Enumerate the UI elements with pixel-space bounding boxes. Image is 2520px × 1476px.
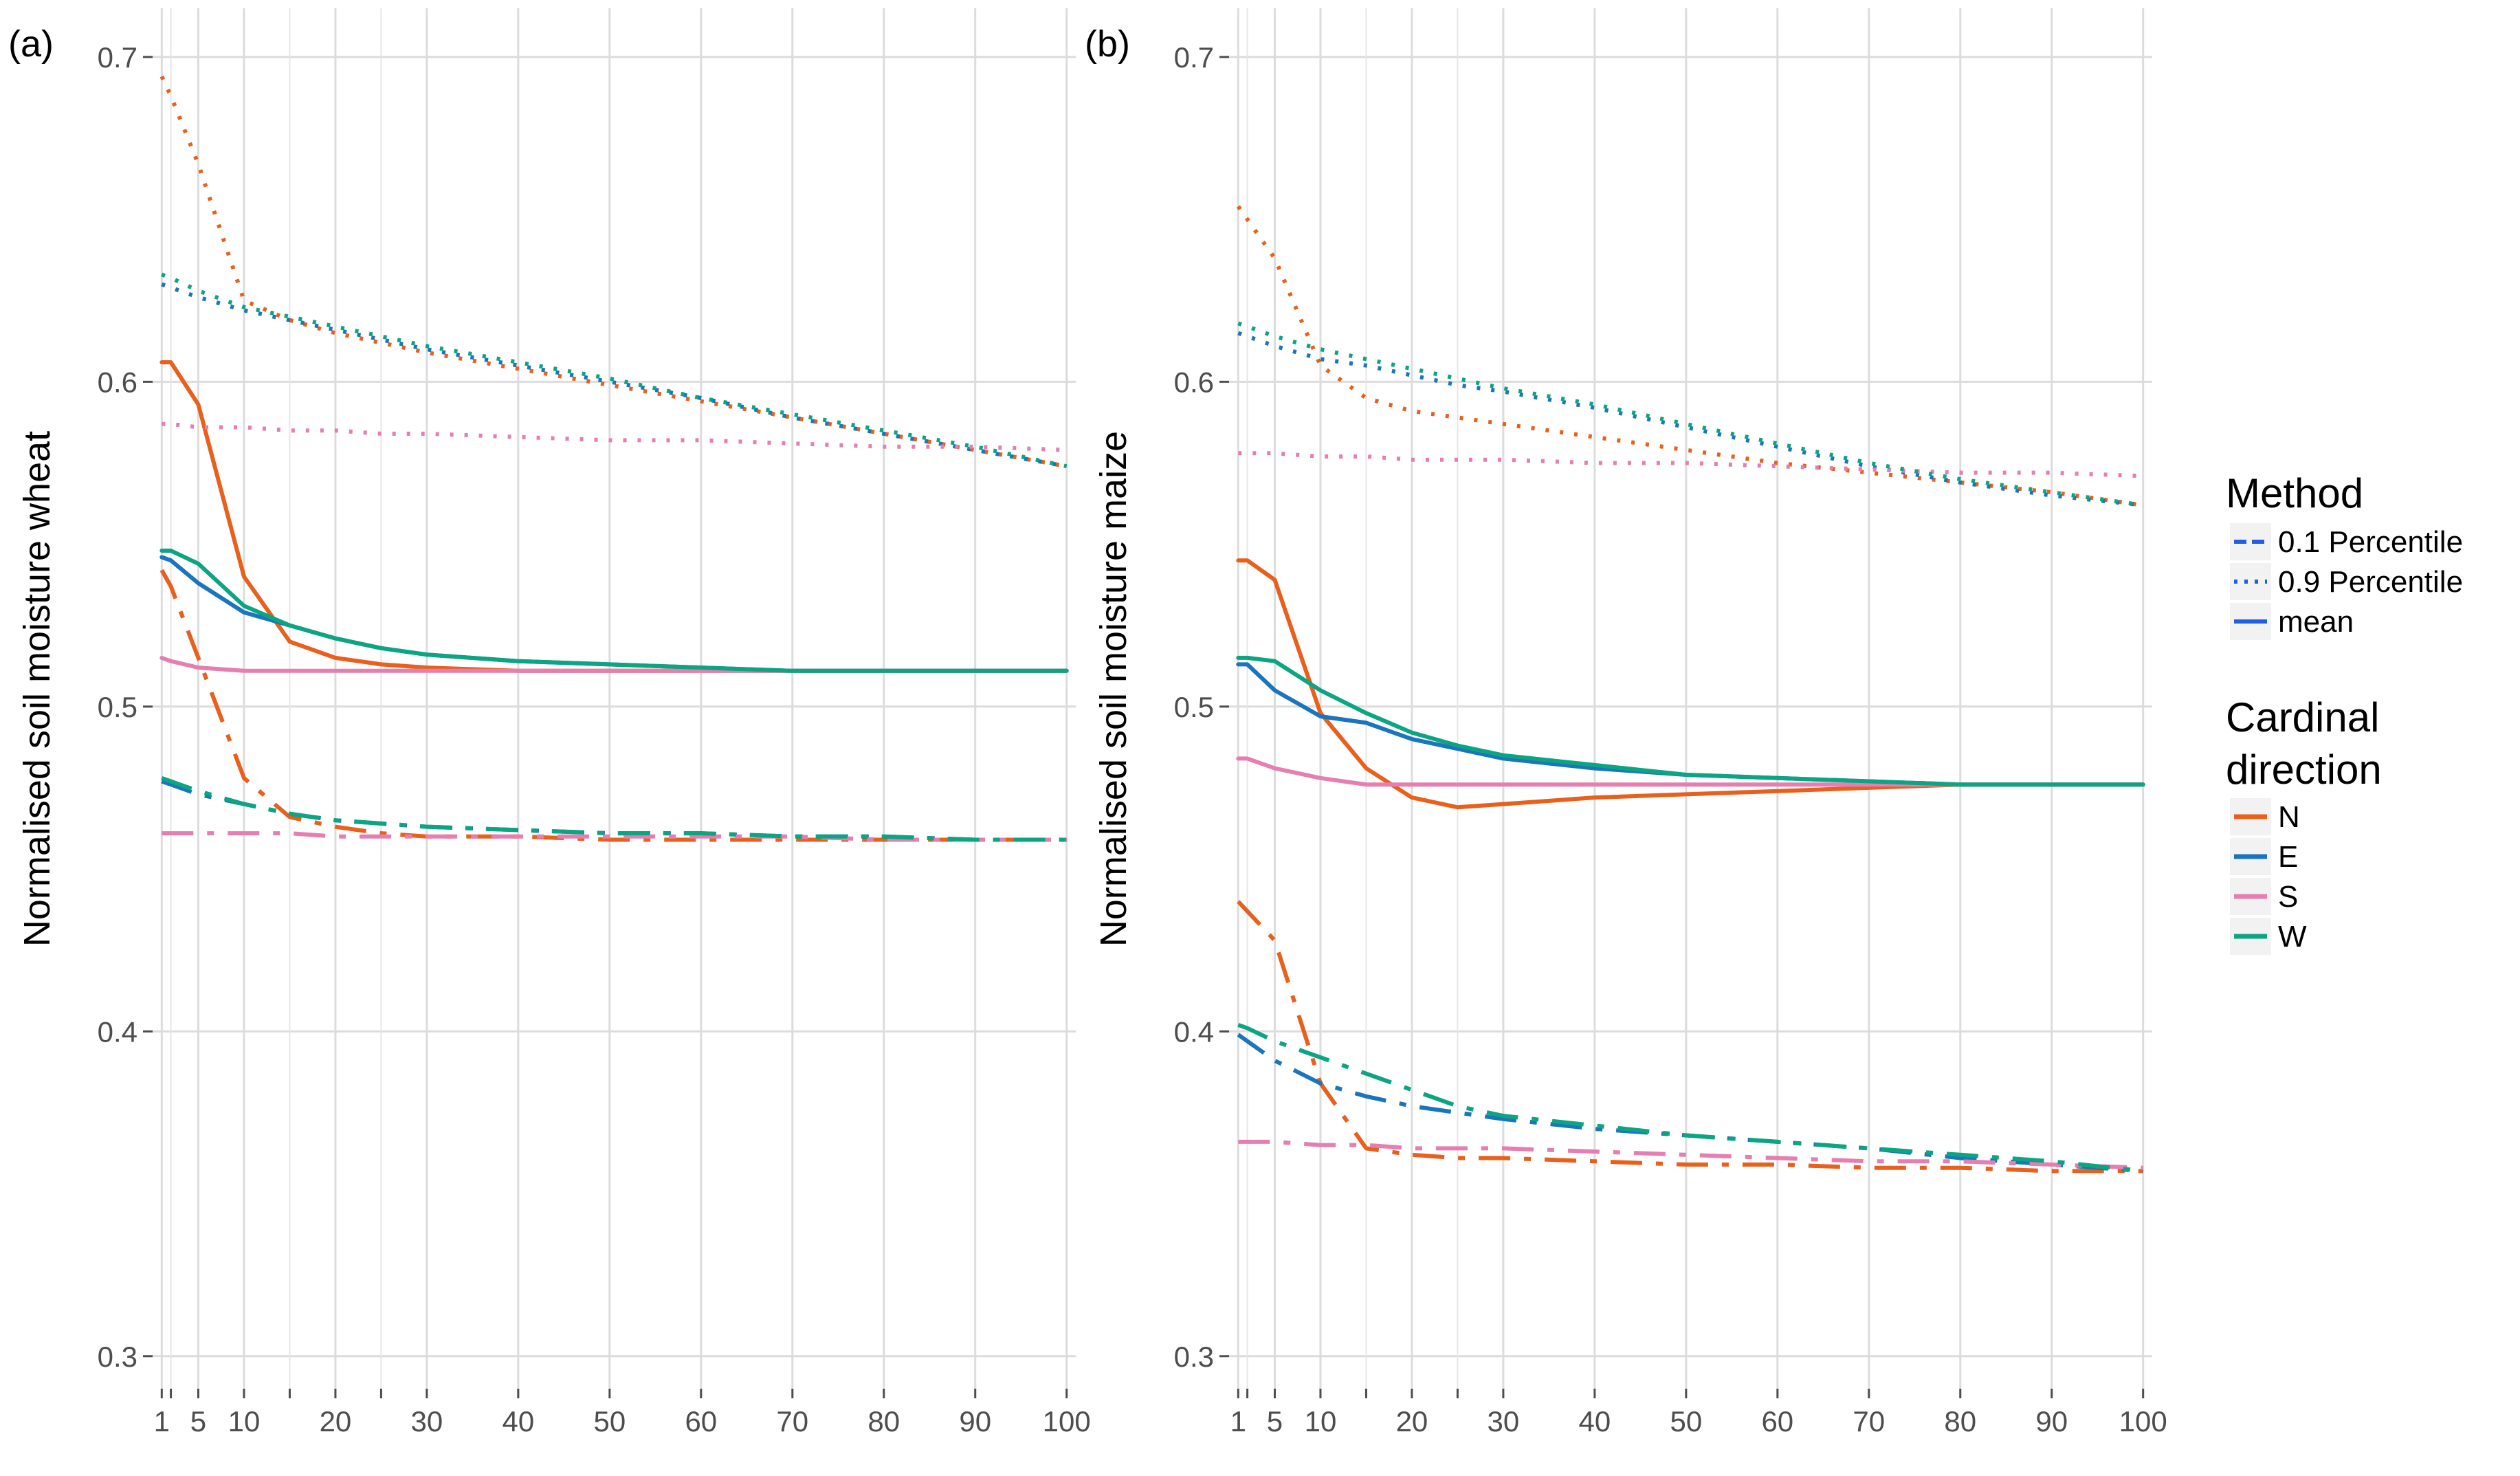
y-tick-label: 0.7: [1174, 41, 1214, 74]
x-tick-label: 80: [867, 1405, 900, 1438]
series-line-e-0-1-percentile: [161, 779, 1067, 842]
panel-b-series: [1236, 205, 2145, 1174]
legend-direction-label: S: [2278, 880, 2298, 914]
series-line-w-0-1-percentile: [1237, 1022, 2144, 1174]
y-tick-label: 0.4: [1174, 1015, 1214, 1048]
x-tick-label: 40: [1579, 1405, 1611, 1438]
x-tick-label: 20: [320, 1405, 352, 1438]
series-line-n-mean: [1236, 558, 2145, 810]
y-tick-label: 0.5: [1174, 691, 1214, 723]
x-tick-label: 80: [1944, 1405, 1976, 1438]
x-tick-label: 1: [1230, 1405, 1246, 1438]
panel-b-axes: 0.3 0.4 0.5 0.6 0.7 1 5 10 20 30 40 50 60 70 80 90 100: [1174, 41, 2167, 1438]
x-tick-label: 40: [502, 1405, 535, 1438]
legend-method-label: 0.1 Percentile: [2278, 525, 2463, 559]
panel-b: 0.3 0.4 0.5 0.6 0.7 1 5 10 20 30 40 50 60 70 80 90 100 (…: [1085, 8, 2167, 1438]
series-line-n-0-9-percentile: [1236, 205, 2144, 507]
x-tick-label: 5: [1267, 1405, 1283, 1438]
y-tick-label: 0.4: [98, 1015, 137, 1048]
x-tick-label: 1: [154, 1405, 170, 1438]
series-line-e-mean: [1236, 662, 2145, 787]
series-line-w-mean: [1236, 655, 2145, 787]
legend-direction-label: W: [2278, 920, 2307, 954]
series-line-s-0-1-percentile: [162, 831, 1067, 842]
x-tick-label: 100: [2119, 1405, 2167, 1438]
x-tick-label: 10: [1305, 1405, 1337, 1438]
panel-a-series: [159, 75, 1069, 842]
series-line-n-0-1-percentile: [159, 569, 1067, 842]
series-line-s-0-9-percentile: [162, 421, 1067, 452]
x-tick-label: 20: [1396, 1405, 1428, 1438]
series-line-n-mean: [159, 360, 1069, 673]
series-line-w-mean: [159, 549, 1069, 673]
panel-b-label: (b): [1085, 23, 1130, 65]
x-tick-label: 50: [593, 1405, 626, 1438]
panel-a-grid: [153, 8, 1076, 1389]
x-tick-label: 90: [959, 1405, 991, 1438]
y-tick-label: 0.7: [98, 41, 137, 74]
x-tick-label: 50: [1670, 1405, 1702, 1438]
x-tick-label: 60: [685, 1405, 717, 1438]
x-tick-label: 30: [1488, 1405, 1520, 1438]
legend-method-title: Method: [2226, 470, 2363, 516]
x-tick-label: 30: [411, 1405, 443, 1438]
series-line-n-0-9-percentile: [159, 75, 1068, 469]
y-tick-label: 0.3: [98, 1341, 137, 1373]
x-tick-label: 90: [2035, 1405, 2068, 1438]
series-line-w-0-9-percentile: [1237, 321, 2144, 507]
series-line-e-0-9-percentile: [161, 282, 1068, 469]
legend-method-items: 0.1 Percentile 0.9 Percentile mean: [2230, 523, 2463, 640]
x-tick-label: 60: [1761, 1405, 1793, 1438]
x-tick-label: 10: [228, 1405, 261, 1438]
panel-b-y-axis-title: Normalised soil moisture maize: [1093, 431, 1134, 947]
series-line-w-0-9-percentile: [161, 272, 1068, 469]
legend-direction-title-line2: direction: [2226, 747, 2382, 793]
y-tick-label: 0.6: [98, 366, 137, 398]
series-line-n-0-1-percentile: [1237, 900, 2143, 1174]
y-tick-label: 0.6: [1174, 366, 1214, 398]
panel-a-y-axis-title: Normalised soil moisture wheat: [16, 431, 58, 947]
y-tick-label: 0.5: [98, 691, 137, 723]
series-line-e-mean: [159, 555, 1069, 673]
y-tick-label: 0.3: [1174, 1341, 1214, 1373]
legend-direction-label: E: [2278, 840, 2298, 874]
legend-direction-title-line1: Cardinal: [2226, 694, 2379, 740]
legend-method-label: mean: [2278, 605, 2354, 639]
x-tick-label: 70: [776, 1405, 808, 1438]
x-tick-label: 100: [1043, 1405, 1091, 1438]
legend-method-label: 0.9 Percentile: [2278, 565, 2463, 599]
x-tick-label: 5: [190, 1405, 206, 1438]
panel-a: 0.3 0.4 0.5 0.6 0.7 1 5 10 20 30 40 50 60 70 80 90 100 (…: [8, 8, 1091, 1438]
panel-a-label: (a): [8, 23, 54, 65]
panel-a-axes: 0.3 0.4 0.5 0.6 0.7 1 5 10 20 30 40 50 60 70 80 90 100: [98, 41, 1091, 1438]
x-tick-label: 70: [1853, 1405, 1885, 1438]
panel-b-grid: [1229, 8, 2152, 1389]
series-line-e-0-9-percentile: [1237, 331, 2144, 507]
series-line-s-0-9-percentile: [1238, 451, 2143, 478]
legend-direction-label: N: [2278, 800, 2300, 834]
series-line-e-0-1-percentile: [1237, 1033, 2143, 1174]
series-line-s-0-1-percentile: [1238, 1139, 2143, 1170]
series-line-w-0-1-percentile: [161, 775, 1067, 842]
